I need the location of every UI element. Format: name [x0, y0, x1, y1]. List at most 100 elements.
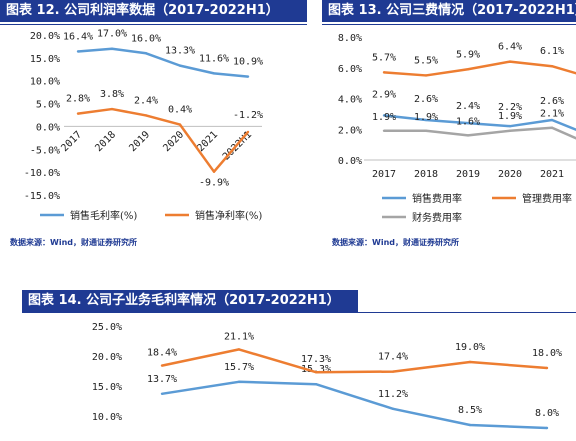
data-point	[246, 75, 250, 78]
data-point	[466, 121, 470, 125]
chart-panel-expenses: 图表 13. 公司三费情况（2017-2022H1） 8.0% 6.0% 4.0% 2…	[322, 0, 576, 260]
legend-label: 销售净利率(%)	[195, 209, 262, 222]
data-label: 13.3%	[165, 46, 195, 57]
data-point	[314, 383, 318, 386]
data-label: 8.5%	[458, 405, 482, 416]
data-label: 19.0%	[455, 342, 485, 353]
legend-label: 销售毛利率(%)	[70, 209, 137, 222]
data-label: -1.2%	[233, 110, 263, 121]
title-underline	[0, 24, 307, 25]
x-tick-label: 2021	[540, 169, 564, 180]
data-label: 2.4%	[456, 101, 480, 112]
segment-margin-chart: 25.0% 20.0% 15.0% 10.0% 13.7% 15.7% 15.3% 11.2%…	[92, 322, 562, 430]
data-point	[237, 348, 241, 351]
title-underline	[22, 312, 576, 313]
chart-title: 图表 12. 公司利润率数据（2017-2022H1）	[0, 0, 307, 22]
y-tick-label: 2.0%	[338, 125, 362, 136]
data-label: 1.6%	[456, 116, 480, 127]
y-tick-label: 20.0%	[30, 31, 60, 42]
data-label: 15.3%	[301, 364, 331, 375]
data-label: 11.2%	[378, 389, 408, 400]
y-tick-label: 20.0%	[92, 352, 122, 363]
title-underline	[322, 24, 576, 25]
x-tick-label: 2017	[59, 129, 84, 154]
series-line	[77, 107, 249, 173]
data-label: 1.9%	[498, 111, 522, 122]
data-point	[391, 370, 395, 373]
data-label: 16.4%	[63, 31, 93, 42]
data-label: 1.9%	[372, 112, 396, 123]
data-label: 16.0%	[131, 33, 161, 44]
data-point	[110, 107, 114, 111]
data-label: 21.1%	[224, 331, 254, 342]
data-label: 3.8%	[100, 89, 124, 100]
data-point	[545, 366, 549, 370]
data-point	[466, 68, 470, 71]
x-tick-label: 2020	[498, 169, 522, 180]
y-tick-label: 15.0%	[30, 54, 60, 65]
data-label: 10.9%	[233, 57, 263, 68]
legend-label: 销售费用率	[412, 192, 462, 205]
data-point	[144, 52, 148, 55]
data-point	[314, 371, 318, 374]
data-point	[468, 423, 472, 427]
data-point	[424, 74, 428, 77]
data-label: 2.4%	[134, 95, 158, 106]
data-point	[508, 60, 512, 63]
data-point	[237, 380, 241, 383]
series-line	[383, 114, 576, 132]
data-label: 5.9%	[456, 49, 480, 60]
source-note: 数据来源：Wind，财通证券研究所	[332, 238, 459, 247]
y-tick-label: 0.0%	[338, 156, 362, 167]
data-point	[160, 392, 164, 395]
x-tick-label: 2018	[93, 129, 118, 154]
profit-chart: 20.0% 15.0% 10.0% 5.0% 0.0% -5.0% -10.0% -15.0%…	[24, 29, 263, 222]
data-label: 0.4%	[168, 105, 192, 116]
data-label: 1.9%	[414, 112, 438, 123]
data-point	[160, 364, 164, 367]
data-point	[382, 129, 386, 132]
data-label: 17.4%	[378, 352, 408, 363]
legend-label: 财务费用率	[412, 211, 462, 224]
data-label: 6.4%	[498, 42, 522, 53]
series-line	[161, 380, 548, 430]
data-point	[212, 72, 216, 75]
data-label: 17.3%	[301, 354, 331, 365]
source-note: 数据来源：Wind，财通证券研究所	[10, 238, 137, 247]
data-label: 2.6%	[414, 94, 438, 105]
data-point	[391, 407, 395, 410]
data-point	[246, 130, 250, 134]
data-point	[76, 112, 80, 115]
data-label: 2.6%	[540, 96, 564, 107]
data-point	[424, 118, 428, 122]
data-point	[508, 129, 512, 132]
data-point	[144, 114, 148, 117]
y-tick-label: -15.0%	[24, 191, 60, 202]
x-tick-label: 2019	[456, 169, 480, 180]
data-point	[110, 47, 114, 50]
x-tick-label: 2020	[161, 129, 186, 154]
data-point	[550, 118, 554, 122]
data-point	[382, 71, 386, 74]
data-point	[178, 64, 182, 67]
y-tick-label: -5.0%	[30, 145, 60, 156]
x-tick-label: 2018	[414, 169, 438, 180]
data-label: 6.1%	[540, 46, 564, 57]
data-point	[550, 65, 554, 68]
y-tick-label: -10.0%	[24, 168, 60, 179]
y-tick-label: 6.0%	[338, 64, 362, 75]
data-label: 5.7%	[372, 52, 396, 63]
data-point	[382, 114, 386, 117]
y-tick-label: 10.0%	[92, 412, 122, 423]
y-tick-label: 4.0%	[338, 95, 362, 106]
y-tick-label: 5.0%	[36, 100, 60, 111]
data-label: 18.0%	[532, 348, 562, 359]
data-label: 13.7%	[147, 374, 177, 385]
data-label: 18.4%	[147, 348, 177, 359]
y-tick-label: 8.0%	[338, 33, 362, 44]
series-line	[77, 47, 249, 78]
series-line	[384, 126, 576, 140]
series-line	[161, 348, 548, 374]
data-label: 8.0%	[535, 408, 559, 419]
data-point	[178, 123, 182, 126]
